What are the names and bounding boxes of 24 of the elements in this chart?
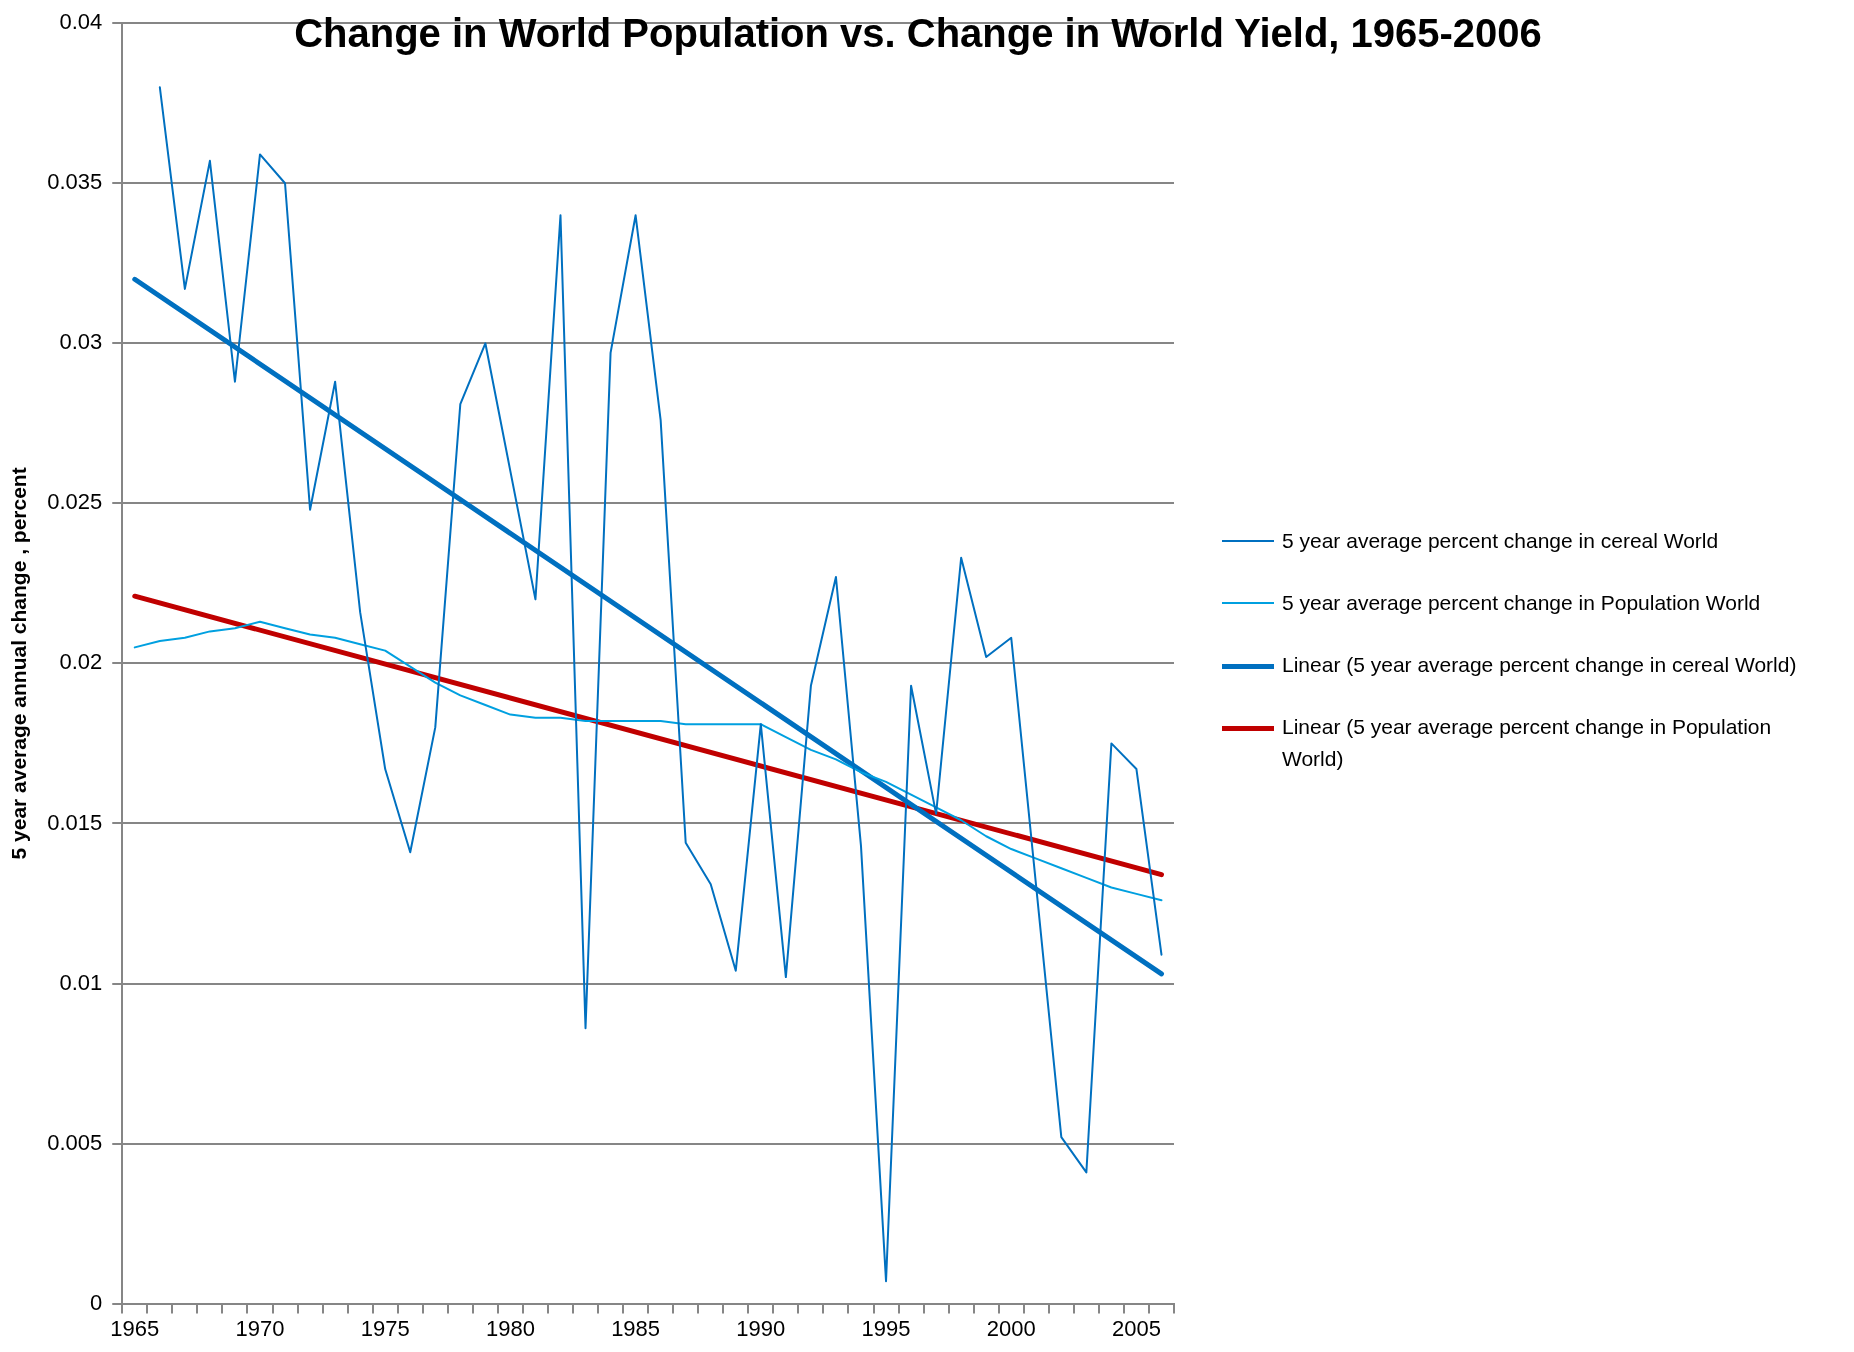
x-tick-label: 1965 xyxy=(110,1315,160,1341)
legend-label: Linear (5 year average percent change in cereal World) xyxy=(1282,652,1797,678)
chart-title: Change in World Population vs. Change in World Yield, 1965-2006 xyxy=(294,11,1542,56)
y-tick-label: 0.04 xyxy=(59,9,103,35)
x-tick-label: 1970 xyxy=(235,1315,285,1341)
y-tick-label: 0.02 xyxy=(59,649,103,675)
legend-label: 5 year average percent change in Population World xyxy=(1282,590,1761,616)
x-tick-label: 1980 xyxy=(485,1315,535,1341)
x-tick-label: 1995 xyxy=(861,1315,911,1341)
legend-label: 5 year average percent change in cereal World xyxy=(1282,528,1719,554)
x-tick-label: 1975 xyxy=(360,1315,410,1341)
y-tick-label: 0.015 xyxy=(47,809,103,835)
y-tick-label: 0 xyxy=(90,1289,103,1315)
x-tick-label: 1990 xyxy=(736,1315,786,1341)
y-tick-label: 0.025 xyxy=(47,489,103,515)
y-tick-label: 0.01 xyxy=(59,969,103,995)
y-tick-label: 0.005 xyxy=(47,1129,103,1155)
x-tick-label: 2005 xyxy=(1111,1315,1161,1341)
y-axis-title: 5 year average annual change , percent xyxy=(7,467,31,860)
x-tick-label: 2000 xyxy=(986,1315,1036,1341)
y-tick-label: 0.03 xyxy=(59,329,103,355)
x-tick-label: 1985 xyxy=(611,1315,661,1341)
legend-label: Linear (5 year average percent change in Population World) xyxy=(1282,714,1773,772)
y-tick-label: 0.035 xyxy=(47,169,103,195)
